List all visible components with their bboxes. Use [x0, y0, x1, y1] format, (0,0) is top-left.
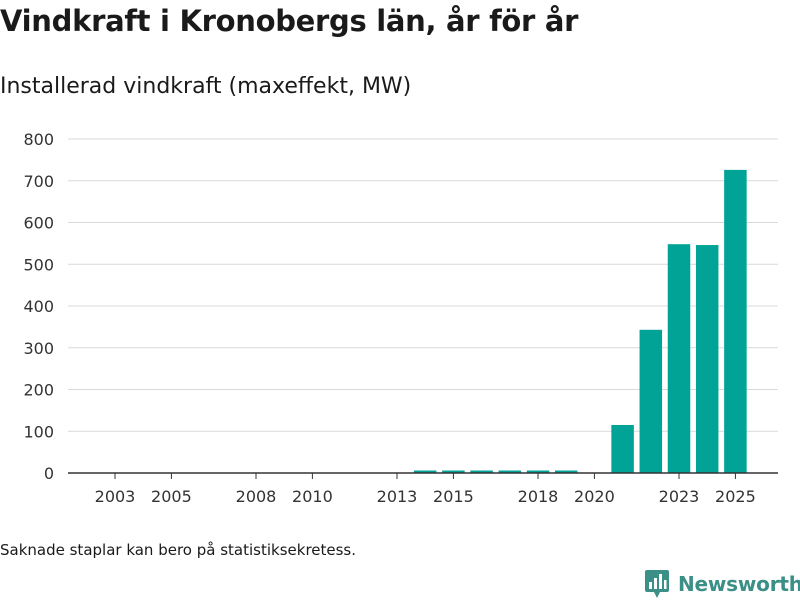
x-tick-label: 2023 [659, 487, 700, 506]
y-tick-label: 800 [23, 130, 54, 149]
x-tick-label: 2015 [433, 487, 474, 506]
x-tick-label: 2008 [236, 487, 277, 506]
bar-2017 [498, 470, 522, 473]
y-tick-label: 500 [23, 255, 54, 274]
x-tick-label: 2010 [292, 487, 333, 506]
chart-subtitle: Installerad vindkraft (maxeffekt, MW) [0, 74, 412, 99]
bar-2018 [526, 470, 550, 473]
bar-2014 [413, 470, 437, 473]
y-gridlines [68, 138, 778, 432]
x-tick-label: 2020 [574, 487, 615, 506]
bar-2022 [639, 329, 663, 473]
y-tick-label: 700 [23, 172, 54, 191]
bar-2016 [470, 470, 493, 473]
x-tick-label: 2003 [95, 487, 136, 506]
x-axis-ticks: 2003 2005 2008 2010 2013 2015 2018 2020 2023 2025 [95, 473, 756, 506]
bars [413, 169, 747, 473]
x-tick-label: 2025 [715, 487, 756, 506]
x-tick-label: 2005 [151, 487, 192, 506]
chart-title: Vindkraft i Kronobergs län, år för år [0, 4, 579, 38]
y-tick-label: 600 [23, 214, 54, 233]
brand-name: Newsworthy [678, 572, 800, 596]
y-tick-label: 200 [23, 381, 54, 400]
y-tick-label: 100 [23, 422, 54, 441]
y-axis-labels: 0 100 200 300 400 500 600 700 800 [23, 130, 54, 483]
bar-2019 [554, 470, 578, 473]
bar-2021 [611, 424, 634, 473]
x-tick-label: 2013 [377, 487, 418, 506]
y-tick-label: 300 [23, 339, 54, 358]
bar-2024 [695, 245, 719, 473]
x-tick-label: 2018 [518, 487, 559, 506]
y-tick-label: 400 [23, 297, 54, 316]
bar-2015 [442, 470, 465, 473]
bar-2023 [667, 244, 691, 473]
newsworthy-bar-chart-icon [645, 570, 669, 598]
bar-2025 [724, 169, 747, 473]
brand-logo: Newsworthy [644, 568, 800, 600]
y-tick-label: 0 [44, 464, 54, 483]
footnote: Saknade staplar kan bero på statistiksek… [0, 541, 357, 559]
